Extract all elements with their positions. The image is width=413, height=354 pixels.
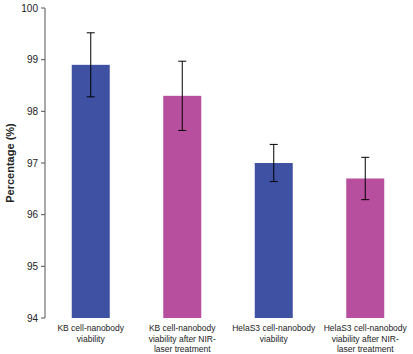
y-tick [41, 59, 45, 60]
error-stem [90, 33, 91, 97]
y-tick [41, 163, 45, 164]
y-tick-label: 95 [27, 261, 39, 272]
y-tick-label: 96 [27, 209, 39, 220]
label-line: viability after NIR- [332, 334, 399, 344]
y-tick [41, 8, 45, 9]
y-tick [41, 266, 45, 267]
label-line: viability [77, 334, 106, 344]
label-line: HelaS3 cell-nanobody [324, 323, 408, 333]
bars [72, 33, 385, 318]
y-tick [41, 318, 45, 319]
x-tick-label: KB cell-nanobodyviability after NIR-lase… [149, 323, 217, 354]
error-bar [361, 157, 369, 199]
y-tick [41, 111, 45, 112]
chart: 94 95 96 97 98 99 100 Percentage (%) KB cell-nan… [0, 0, 413, 354]
y-axis-label: Percentage (%) [4, 123, 16, 203]
error-cap [361, 157, 369, 158]
error-cap [178, 61, 186, 62]
bar [255, 163, 293, 318]
error-cap [178, 130, 186, 131]
error-stem [182, 61, 183, 130]
bar [72, 65, 110, 318]
x-tick-label: HelaS3 cell-nanobodyviability [232, 323, 316, 344]
label-line: KB cell-nanobody [149, 323, 216, 333]
error-cap [361, 199, 369, 200]
x-tick-label: HelaS3 cell-nanobodyviability after NIR-… [324, 323, 408, 354]
error-stem [365, 157, 366, 199]
label-line: viability [260, 334, 289, 344]
x-tick-label: KB cell-nanobodyviability [57, 323, 124, 344]
error-cap [270, 144, 278, 145]
error-bar [87, 33, 95, 97]
label-line: laser treatment [154, 344, 211, 354]
error-cap [87, 32, 95, 33]
bar [346, 179, 384, 319]
label-line: KB cell-nanobody [57, 323, 124, 333]
label-line: viability after NIR- [149, 334, 216, 344]
label-line: HelaS3 cell-nanobody [232, 323, 316, 333]
y-tick-label: 98 [27, 106, 39, 117]
error-cap [87, 96, 95, 97]
y-tick-label: 100 [21, 3, 38, 14]
y-tick-label: 99 [27, 54, 39, 65]
y-tick-label: 94 [27, 313, 39, 324]
error-stem [273, 144, 274, 181]
error-bar [178, 61, 186, 130]
error-cap [270, 181, 278, 182]
y-tick-label: 97 [27, 158, 39, 169]
y-tick [41, 214, 45, 215]
label-line: laser treatment [337, 344, 394, 354]
error-bar [270, 144, 278, 181]
